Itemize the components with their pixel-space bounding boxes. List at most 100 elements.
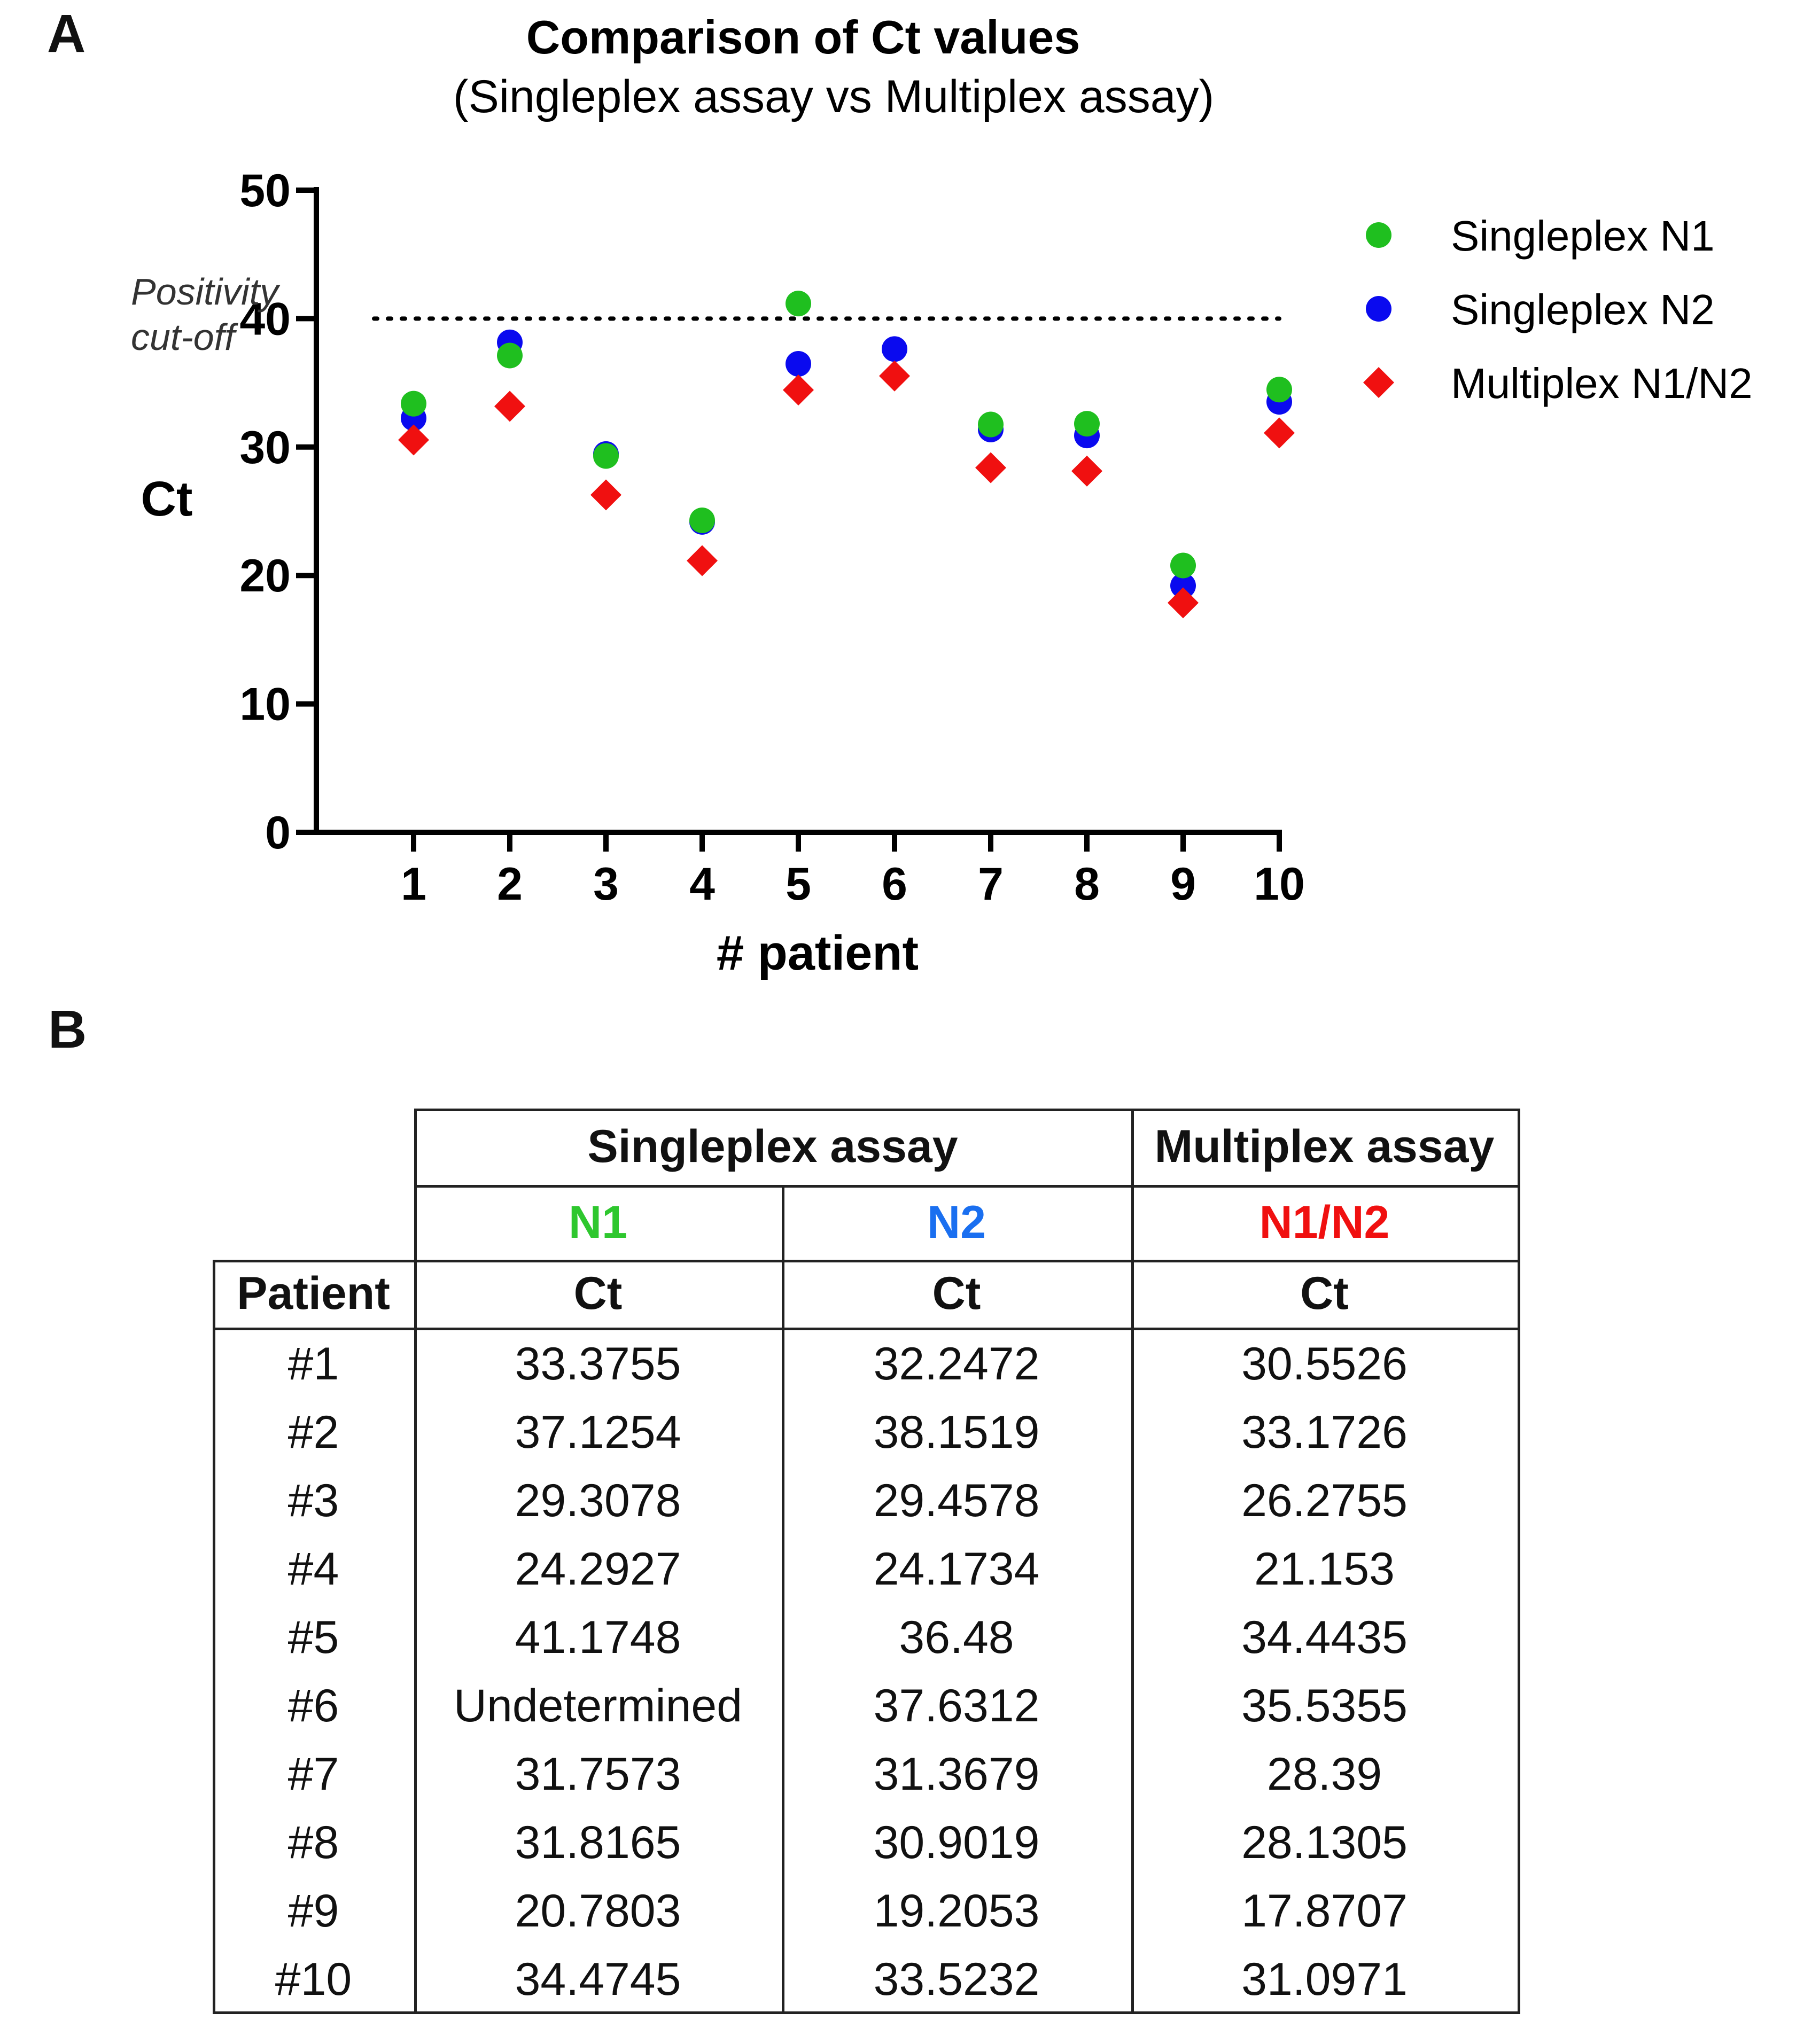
n1-ct-cell: 31.8165: [515, 1816, 681, 1868]
data-point-singleplex-n1: [497, 342, 523, 369]
patient-id-cell: #8: [287, 1816, 339, 1868]
n1n2-ct-cell: 17.8707: [1241, 1885, 1408, 1937]
data-point-multiplex-n1-n2: [1071, 455, 1102, 487]
data-point-singleplex-n1: [1074, 411, 1100, 437]
n1n2-ct-cell: 28.1305: [1241, 1816, 1408, 1868]
n2-ct-cell: 29.4578: [873, 1475, 1040, 1526]
n2-ct-cell: 19.2053: [873, 1885, 1040, 1937]
chart-title: Comparison of Ct values: [526, 11, 1080, 64]
patient-id-cell: #10: [275, 1953, 352, 2005]
legend-marker: [1366, 296, 1391, 322]
data-point-singleplex-n2: [882, 336, 907, 362]
patient-id-cell: #2: [287, 1406, 339, 1458]
table-divider: [414, 1109, 417, 2014]
patient-id-cell: #1: [287, 1338, 339, 1390]
y-tick-label: 50: [239, 165, 291, 216]
legend-label: Multiplex N1/N2: [1451, 360, 1753, 407]
cutoff-label-line1: Positivity: [131, 271, 281, 313]
n1n2-ct-cell: 34.4435: [1241, 1611, 1408, 1663]
x-tick-label: 9: [1170, 859, 1196, 910]
table-rule: [414, 1185, 1520, 1188]
n1n2-ct-cell: 31.0971: [1241, 1953, 1408, 2005]
n1n2-ct-cell: 30.5526: [1241, 1338, 1408, 1390]
data-point-singleplex-n2: [786, 351, 811, 377]
patient-id-cell: #4: [287, 1543, 339, 1595]
legend-marker: [1366, 222, 1391, 248]
legend-marker: [1363, 367, 1394, 398]
x-tick-label: 7: [978, 859, 1004, 910]
panel-a-label: A: [47, 4, 86, 64]
patient-id-cell: #7: [287, 1748, 339, 1800]
header-patient: Patient: [237, 1268, 390, 1319]
table-border-left: [213, 1260, 215, 2014]
table-divider: [782, 1185, 784, 2014]
data-point-multiplex-n1-n2: [1264, 417, 1295, 449]
n1-ct-cell: Undetermined: [453, 1680, 743, 1731]
patient-id-cell: #5: [287, 1611, 339, 1663]
n1-ct-cell: 33.3755: [515, 1338, 681, 1390]
data-point-singleplex-n1: [1170, 552, 1196, 579]
x-tick-label: 5: [786, 859, 811, 910]
y-tick-label: 10: [239, 679, 291, 730]
data-point-multiplex-n1-n2: [398, 424, 429, 456]
patient-id-cell: #6: [287, 1680, 339, 1731]
n2-ct-cell: 37.6312: [873, 1680, 1040, 1731]
header-n1-n2: N1/N2: [1259, 1196, 1390, 1248]
header-singleplex-assay: Singleplex assay: [587, 1121, 958, 1172]
data-point-singleplex-n1: [401, 391, 426, 417]
chart-subtitle: (Singleplex assay vs Multiplex assay): [453, 71, 1214, 122]
n1-ct-cell: 29.3078: [515, 1475, 681, 1526]
table-border-top: [414, 1109, 1520, 1111]
table-rule: [213, 1328, 1520, 1330]
n1-ct-cell: 41.1748: [515, 1611, 681, 1663]
n1n2-ct-cell: 26.2755: [1241, 1475, 1408, 1526]
data-point-multiplex-n1-n2: [783, 374, 814, 405]
table-border-bottom: [213, 2011, 1520, 2014]
y-axis-label: Ct: [141, 472, 192, 526]
cutoff-label-line2: cut-off: [131, 316, 238, 358]
table-divider: [1131, 1109, 1134, 2014]
n1-ct-cell: 20.7803: [515, 1885, 681, 1937]
data-point-multiplex-n1-n2: [1168, 587, 1199, 619]
legend-label: Singleplex N2: [1451, 286, 1715, 333]
header-multiplex-assay: Multiplex assay: [1154, 1121, 1495, 1172]
panel-b-label: B: [48, 1000, 87, 1059]
patient-id-cell: #9: [287, 1885, 339, 1937]
n2-ct-cell: 30.9019: [873, 1816, 1040, 1868]
x-tick-label: 8: [1074, 859, 1100, 910]
data-point-singleplex-n1: [689, 508, 715, 534]
n2-ct-cell: 38.1519: [873, 1406, 1040, 1458]
table-rule: [213, 1260, 1520, 1262]
data-point-multiplex-n1-n2: [590, 479, 621, 511]
data-point-multiplex-n1-n2: [687, 545, 718, 576]
n1-ct-cell: 37.1254: [515, 1406, 681, 1458]
data-point-singleplex-n1: [1266, 377, 1292, 403]
n2-ct-cell: 33.5232: [873, 1953, 1040, 2005]
n2-ct-cell: 36.48: [899, 1611, 1014, 1663]
data-point-multiplex-n1-n2: [975, 452, 1006, 483]
n1n2-ct-cell: 33.1726: [1241, 1406, 1408, 1458]
n1n2-ct-cell: 28.39: [1266, 1748, 1382, 1800]
data-point-singleplex-n1: [978, 411, 1004, 438]
n2-ct-cell: 31.3679: [873, 1748, 1040, 1800]
header-n1: N1: [569, 1196, 627, 1248]
header-ct: Ct: [932, 1268, 981, 1319]
data-point-singleplex-n2: [1170, 573, 1196, 599]
y-tick-label: 20: [239, 550, 291, 602]
x-axis-label: # patient: [717, 926, 919, 980]
legend-label: Singleplex N1: [1451, 212, 1715, 260]
n1-ct-cell: 34.4745: [515, 1953, 681, 2005]
data-point-multiplex-n1-n2: [879, 360, 910, 392]
n2-ct-cell: 24.1734: [873, 1543, 1040, 1595]
header-n2: N2: [927, 1196, 986, 1248]
x-tick-label: 2: [497, 859, 523, 910]
x-tick-label: 3: [593, 859, 619, 910]
n1-ct-cell: 31.7573: [515, 1748, 681, 1800]
n2-ct-cell: 32.2472: [873, 1338, 1040, 1390]
data-point-singleplex-n1: [786, 291, 811, 317]
data-point-multiplex-n1-n2: [494, 391, 525, 422]
scatter-chart: Comparison of Ct values (Singleplex assay…: [131, 11, 1753, 980]
x-tick-label: 1: [401, 859, 426, 910]
x-tick-label: 6: [882, 859, 907, 910]
n1n2-ct-cell: 35.5355: [1241, 1680, 1408, 1731]
